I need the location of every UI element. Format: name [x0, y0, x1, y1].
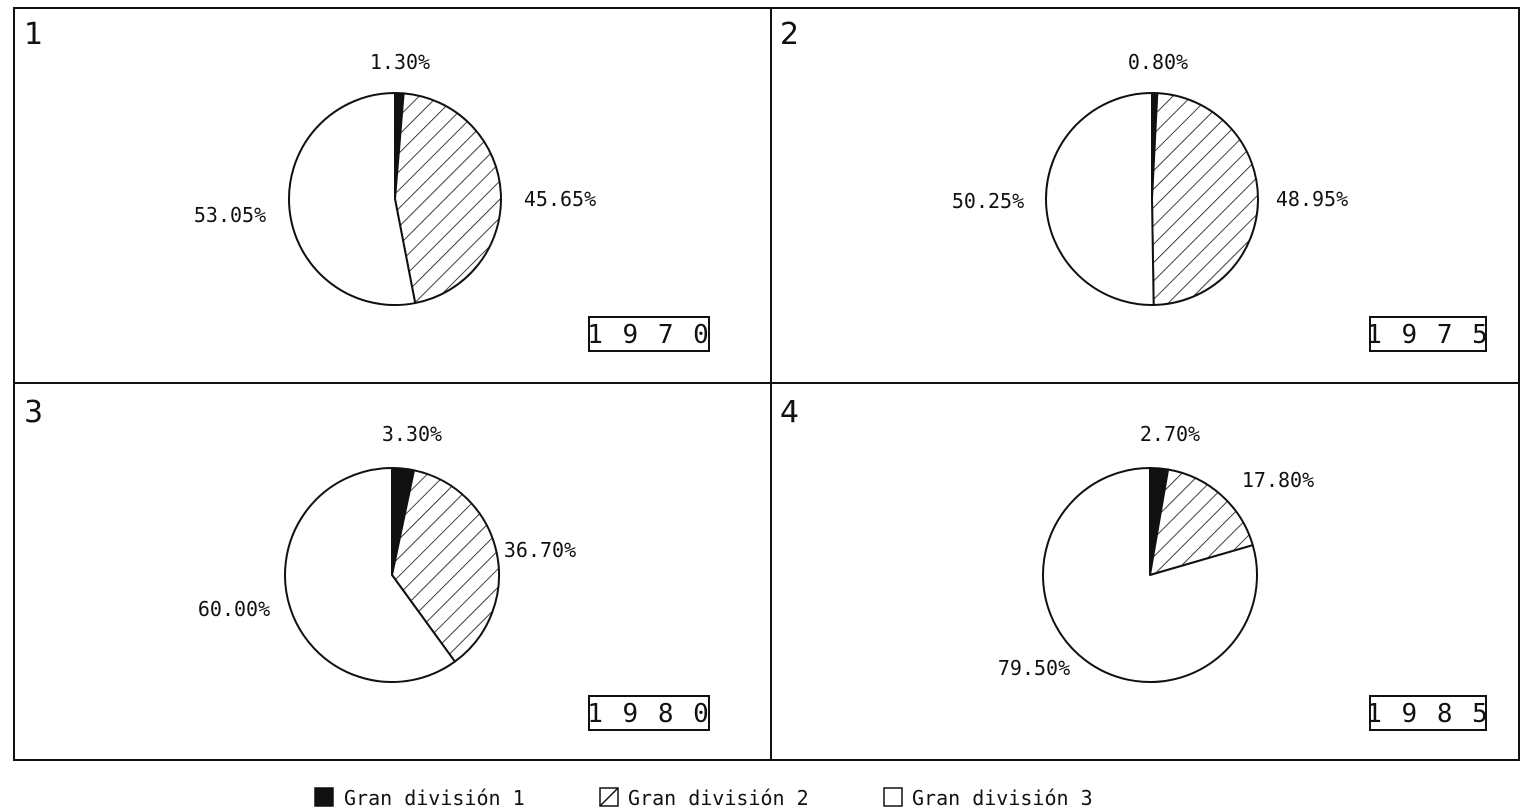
year-box-1975: 1 9 7 5 [1366, 316, 1490, 352]
slice-1980-gran-division-3 [284, 467, 456, 683]
panel-frames [13, 7, 1520, 761]
label-1985-gran-division-2: 17.80% [1242, 468, 1314, 492]
legend: Gran división 1 Gran división 2 Gran div… [314, 786, 1093, 810]
slice-1975-gran-division-2 [1151, 92, 1259, 306]
legend-label-3: Gran división 3 [912, 786, 1093, 810]
year-label-1970: 1 9 7 0 [587, 320, 711, 350]
year-label-1985: 1 9 8 5 [1366, 699, 1490, 729]
label-1980-gran-division-3: 60.00% [198, 597, 270, 621]
pie-1975 [1045, 91, 1259, 306]
slice-1985-gran-division-2 [1149, 468, 1254, 576]
label-1975-gran-division-3: 50.25% [952, 189, 1024, 213]
legend-swatch-empty-icon [883, 787, 903, 807]
label-1980-gran-division-1: 3.30% [382, 422, 442, 446]
label-1970-gran-division-3: 53.05% [194, 203, 266, 227]
label-1980-gran-division-2: 36.70% [504, 538, 576, 562]
label-1970-gran-division-2: 45.65% [524, 187, 596, 211]
panel-number-1: 1 [24, 17, 43, 52]
label-1985-gran-division-3: 79.50% [998, 656, 1070, 680]
slice-1975-gran-division-3 [1045, 92, 1155, 306]
legend-label-1: Gran división 1 [344, 786, 525, 810]
panel-number-2: 2 [780, 17, 799, 52]
label-1975-gran-division-1: 0.80% [1128, 50, 1188, 74]
label-1975-gran-division-2: 48.95% [1276, 187, 1348, 211]
year-label-1975: 1 9 7 5 [1366, 320, 1490, 350]
pie-1970 [288, 92, 502, 306]
year-box-1980: 1 9 8 0 [587, 695, 711, 731]
slice-1985-gran-division-3 [1042, 467, 1258, 683]
panel-number-4: 4 [780, 395, 799, 430]
slice-1980-gran-division-2 [391, 469, 500, 663]
slice-1970-gran-division-3 [288, 92, 417, 306]
year-box-1985: 1 9 8 5 [1366, 695, 1490, 731]
year-label-1980: 1 9 8 0 [587, 699, 711, 729]
pie-1980 [284, 467, 500, 683]
pie-1985 [1042, 467, 1258, 683]
slice-1970-gran-division-2 [394, 92, 502, 305]
panel-number-3: 3 [24, 395, 43, 430]
legend-label-2: Gran división 2 [628, 786, 809, 810]
year-box-1970: 1 9 7 0 [587, 316, 711, 352]
label-1970-gran-division-1: 1.30% [370, 50, 430, 74]
label-1985-gran-division-1: 2.70% [1140, 422, 1200, 446]
legend-swatch-solid-icon [314, 787, 334, 807]
